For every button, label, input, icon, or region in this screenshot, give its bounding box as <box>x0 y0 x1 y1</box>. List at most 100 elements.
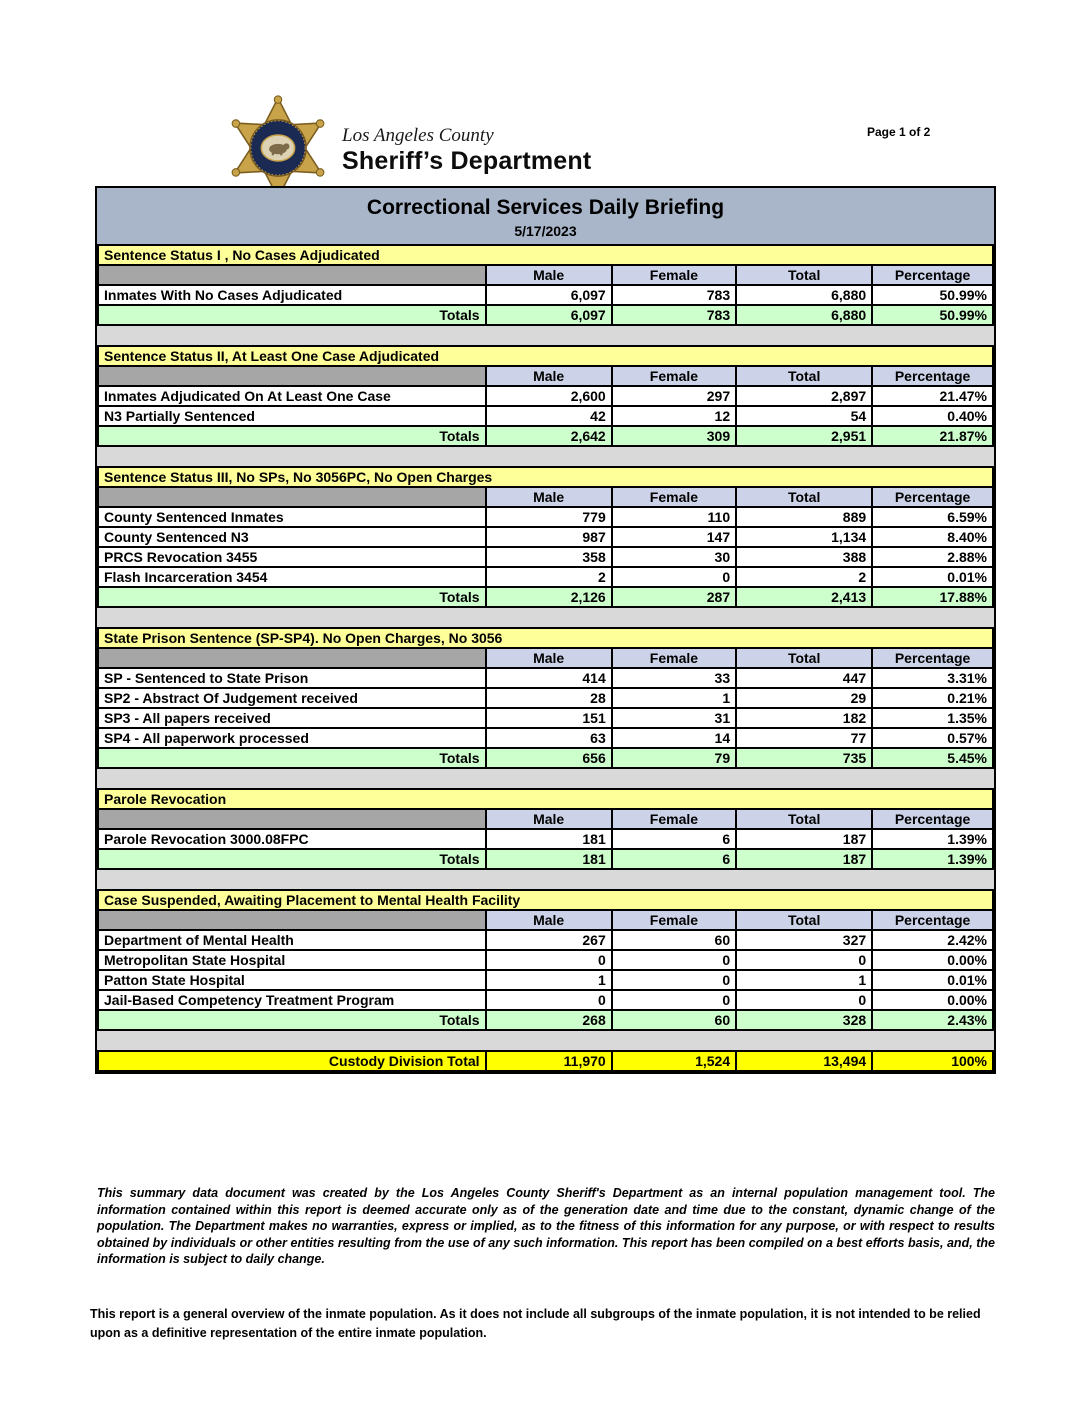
logo-text: Los Angeles County Sheriff’s Department <box>342 120 591 176</box>
totals-row: Totals 656 79 735 5.45% <box>97 747 994 769</box>
custody-total-percentage: 100% <box>871 1050 994 1072</box>
cell-total: 0 <box>735 949 874 971</box>
section-header-row: Case Suspended, Awaiting Placement to Me… <box>97 889 994 911</box>
totals-percentage: 5.45% <box>871 747 994 769</box>
document-header: ® Los Angeles County Sheriff’s Departmen… <box>226 94 591 202</box>
totals-total: 328 <box>735 1009 874 1031</box>
disclaimer-text: This summary data document was created b… <box>97 1186 995 1266</box>
cell-percentage: 3.31% <box>871 667 994 689</box>
section-header-row: Sentence Status II, At Least One Case Ad… <box>97 345 994 367</box>
totals-male: 181 <box>484 848 613 870</box>
cell-male: 2 <box>484 566 613 588</box>
column-header-spacer <box>97 486 487 508</box>
page-number: Page 1 of 2 <box>867 125 931 139</box>
cell-total: 327 <box>735 929 874 951</box>
cell-female: 297 <box>610 385 738 407</box>
totals-female: 6 <box>610 848 738 870</box>
custody-total-row: Custody Division Total 11,970 1,524 13,4… <box>97 1050 994 1072</box>
cell-total: 447 <box>735 667 874 689</box>
column-header-male: Male <box>484 264 613 286</box>
cell-male: 0 <box>484 989 613 1011</box>
cell-total: 29 <box>735 687 874 709</box>
section-title: Parole Revocation <box>97 788 994 810</box>
totals-row: Totals 181 6 187 1.39% <box>97 848 994 870</box>
cell-percentage: 8.40% <box>871 526 994 548</box>
custody-total-label: Custody Division Total <box>97 1050 487 1072</box>
section-table: Case Suspended, Awaiting Placement to Me… <box>97 889 994 1031</box>
table-row: Parole Revocation 3000.08FPC 181 6 187 1.39% <box>97 828 994 850</box>
totals-percentage: 21.87% <box>871 425 994 447</box>
totals-label: Totals <box>97 425 487 447</box>
cell-total: 77 <box>735 727 874 749</box>
cell-male: 414 <box>484 667 613 689</box>
row-label: SP4 - All paperwork processed <box>97 727 487 749</box>
cell-total: 2 <box>735 566 874 588</box>
column-header-spacer <box>97 647 487 669</box>
totals-total: 735 <box>735 747 874 769</box>
totals-label: Totals <box>97 747 487 769</box>
section-title: Sentence Status I , No Cases Adjudicated <box>97 244 994 266</box>
cell-total: 388 <box>735 546 874 568</box>
column-header-female: Female <box>610 486 738 508</box>
row-label: Patton State Hospital <box>97 969 487 991</box>
column-header-total: Total <box>735 365 874 387</box>
cell-percentage: 0.01% <box>871 566 994 588</box>
section-header-row: State Prison Sentence (SP-SP4). No Open … <box>97 627 994 649</box>
cell-percentage: 6.59% <box>871 506 994 528</box>
totals-female: 79 <box>610 747 738 769</box>
column-header-percentage: Percentage <box>871 264 994 286</box>
column-header-row: Male Female Total Percentage <box>97 264 994 286</box>
row-label: N3 Partially Sentenced <box>97 405 487 427</box>
row-label: Inmates With No Cases Adjudicated <box>97 284 487 306</box>
cell-percentage: 21.47% <box>871 385 994 407</box>
cell-male: 28 <box>484 687 613 709</box>
totals-label: Totals <box>97 848 487 870</box>
report-title: Correctional Services Daily Briefing <box>366 196 725 219</box>
custody-total-total: 13,494 <box>735 1050 874 1072</box>
cell-percentage: 0.00% <box>871 949 994 971</box>
cell-percentage: 0.21% <box>871 687 994 709</box>
column-header-row: Male Female Total Percentage <box>97 365 994 387</box>
column-header-percentage: Percentage <box>871 486 994 508</box>
column-header-female: Female <box>610 365 738 387</box>
section-spacer <box>97 326 994 345</box>
totals-male: 6,097 <box>484 304 613 326</box>
cell-total: 182 <box>735 707 874 729</box>
section-header-row: Parole Revocation <box>97 788 994 810</box>
logo-county-text: Los Angeles County <box>342 125 494 147</box>
column-header-female: Female <box>610 647 738 669</box>
totals-row: Totals 6,097 783 6,880 50.99% <box>97 304 994 326</box>
totals-female: 60 <box>610 1009 738 1031</box>
column-header-percentage: Percentage <box>871 365 994 387</box>
row-label: SP - Sentenced to State Prison <box>97 667 487 689</box>
cell-female: 0 <box>610 566 738 588</box>
section-title: Sentence Status II, At Least One Case Ad… <box>97 345 994 367</box>
report-title-bar: Correctional Services Daily Briefing 5/1… <box>97 188 994 244</box>
table-row: Flash Incarceration 3454 2 0 2 0.01% <box>97 566 994 588</box>
overview-note-text: This report is a general overview of the… <box>90 1307 981 1341</box>
cell-female: 60 <box>610 929 738 951</box>
cell-percentage: 2.42% <box>871 929 994 951</box>
cell-female: 783 <box>610 284 738 306</box>
cell-female: 110 <box>610 506 738 528</box>
column-header-female: Female <box>610 808 738 830</box>
cell-male: 1 <box>484 969 613 991</box>
section-header-row: Sentence Status III, No SPs, No 3056PC, … <box>97 466 994 488</box>
table-row: County Sentenced N3 987 147 1,134 8.40% <box>97 526 994 548</box>
table-row: County Sentenced Inmates 779 110 889 6.59% <box>97 506 994 528</box>
custody-total-table: Custody Division Total 11,970 1,524 13,4… <box>97 1050 994 1072</box>
cell-female: 1 <box>610 687 738 709</box>
totals-male: 2,642 <box>484 425 613 447</box>
cell-total: 889 <box>735 506 874 528</box>
cell-percentage: 50.99% <box>871 284 994 306</box>
cell-female: 14 <box>610 727 738 749</box>
section-spacer <box>97 608 994 627</box>
cell-male: 267 <box>484 929 613 951</box>
section-spacer <box>97 769 994 788</box>
cell-total: 2,897 <box>735 385 874 407</box>
row-label: PRCS Revocation 3455 <box>97 546 487 568</box>
column-header-spacer <box>97 264 487 286</box>
column-header-total: Total <box>735 264 874 286</box>
section-table: State Prison Sentence (SP-SP4). No Open … <box>97 627 994 769</box>
cell-female: 31 <box>610 707 738 729</box>
